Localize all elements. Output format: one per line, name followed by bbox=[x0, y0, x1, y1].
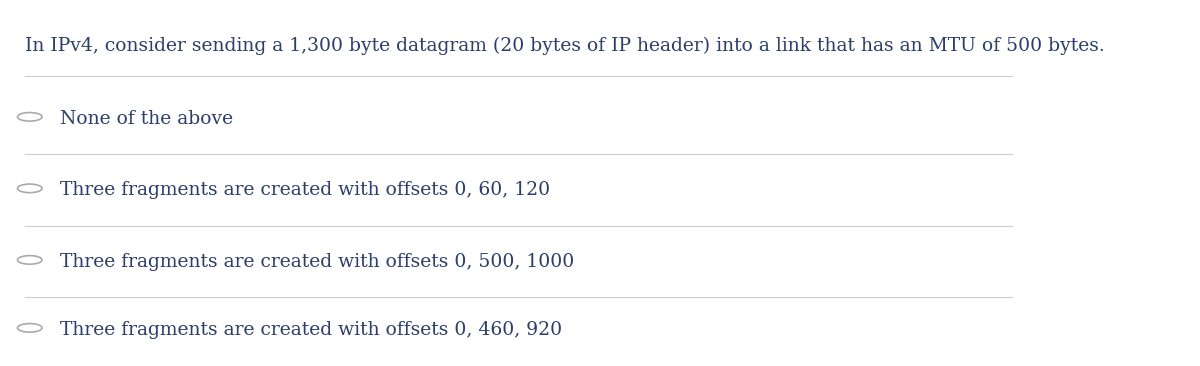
Text: None of the above: None of the above bbox=[60, 110, 234, 128]
Text: Three fragments are created with offsets 0, 460, 920: Three fragments are created with offsets… bbox=[60, 321, 563, 339]
Text: Three fragments are created with offsets 0, 60, 120: Three fragments are created with offsets… bbox=[60, 181, 551, 199]
Text: In IPv4, consider sending a 1,300 byte datagram (20 bytes of IP header) into a l: In IPv4, consider sending a 1,300 byte d… bbox=[25, 36, 1104, 55]
Text: Three fragments are created with offsets 0, 500, 1000: Three fragments are created with offsets… bbox=[60, 253, 575, 271]
